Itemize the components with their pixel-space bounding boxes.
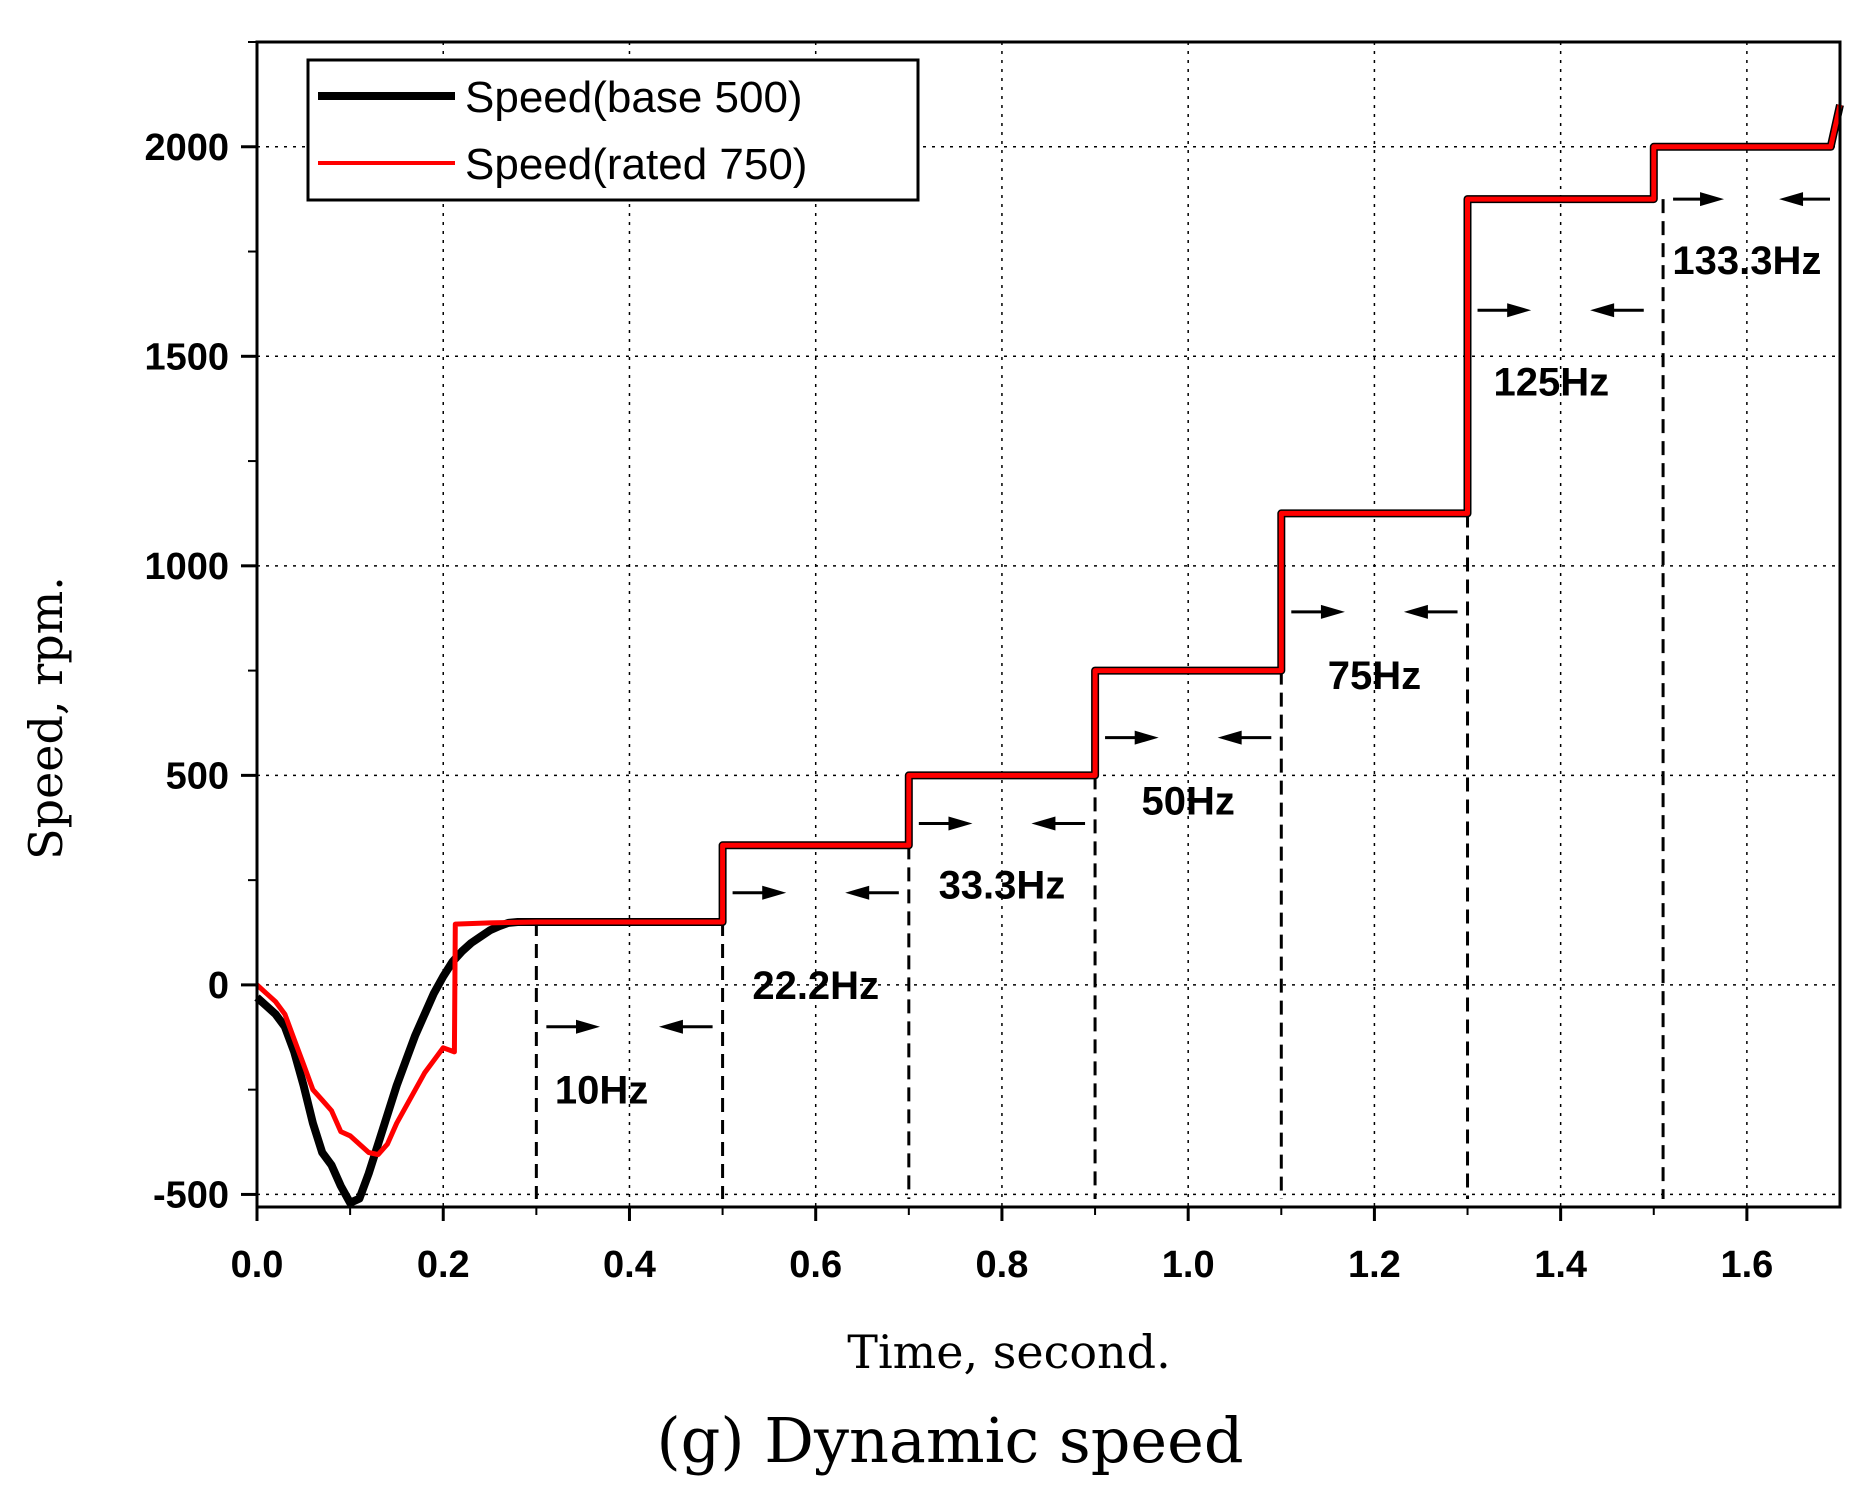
arrow-left — [845, 885, 899, 900]
plot-frame — [255, 40, 1842, 1209]
x-tick-label: 0.4 — [603, 1244, 656, 1286]
figure-caption: (g) Dynamic speed — [656, 1404, 1243, 1477]
x-axis-title: Time, second. — [847, 1325, 1170, 1379]
y-tick-label: 2000 — [144, 127, 229, 169]
x-tick-label: 0.6 — [789, 1244, 842, 1286]
arrow-left — [1779, 192, 1830, 207]
arrow-right — [1477, 303, 1532, 318]
frequency-label: 125Hz — [1494, 360, 1610, 404]
arrow-left — [658, 1019, 713, 1034]
x-tick-label: 0.8 — [976, 1244, 1029, 1286]
arrow-right — [1105, 730, 1159, 745]
series-line-rated — [255, 104, 1843, 1158]
arrow-right — [1291, 604, 1345, 619]
x-tick-label: 0.0 — [231, 1244, 284, 1286]
x-tick-label: 1.4 — [1534, 1244, 1587, 1286]
y-tick-label: -500 — [153, 1174, 229, 1216]
arrow-right — [1673, 192, 1725, 207]
legend-label-base: Speed(base 500) — [465, 73, 803, 122]
arrow-right — [546, 1019, 600, 1034]
dashed-markers — [534, 199, 1665, 1199]
x-tick-label: 1.0 — [1162, 1244, 1215, 1286]
grid — [257, 42, 1840, 1207]
y-tick-label: 1000 — [144, 546, 229, 588]
frequency-label: 133.3Hz — [1672, 239, 1821, 283]
arrow-left — [1590, 303, 1644, 318]
x-tick-label: 0.2 — [417, 1244, 470, 1286]
series-layer — [254, 104, 1844, 1207]
annotations: 10Hz 22.2Hz 33.3Hz 50Hz 75Hz 125Hz 133.3Hz — [546, 192, 1830, 1113]
y-tick-label: 0 — [208, 965, 229, 1007]
y-axis-title: Speed, rpm. — [19, 576, 73, 860]
y-tick-label: 1500 — [144, 336, 229, 378]
axis-ticks — [241, 41, 1749, 1221]
tick-labels: 0.0 0.2 0.4 0.6 0.8 1.0 1.2 1.4 1.6 -500 0 500 1000 1… — [144, 127, 1773, 1286]
arrow-right — [732, 885, 787, 900]
arrow-right — [918, 816, 973, 831]
legend-box — [306, 58, 920, 202]
legend-label-rated: Speed(rated 750) — [465, 140, 807, 189]
frequency-label: 22.2Hz — [752, 964, 879, 1008]
y-tick-label: 500 — [166, 755, 229, 797]
arrow-left — [1217, 730, 1272, 745]
arrow-left — [1403, 604, 1458, 619]
arrow-left — [1031, 816, 1086, 831]
frequency-label: 10Hz — [555, 1069, 648, 1113]
series-line-base — [254, 104, 1844, 1207]
frequency-label: 33.3Hz — [939, 863, 1066, 907]
x-tick-label: 1.2 — [1348, 1244, 1401, 1286]
legend: Speed(base 500) Speed(rated 750) — [306, 58, 920, 202]
frequency-label: 50Hz — [1141, 780, 1234, 824]
x-tick-label: 1.6 — [1720, 1244, 1773, 1286]
frequency-label: 75Hz — [1328, 654, 1421, 698]
